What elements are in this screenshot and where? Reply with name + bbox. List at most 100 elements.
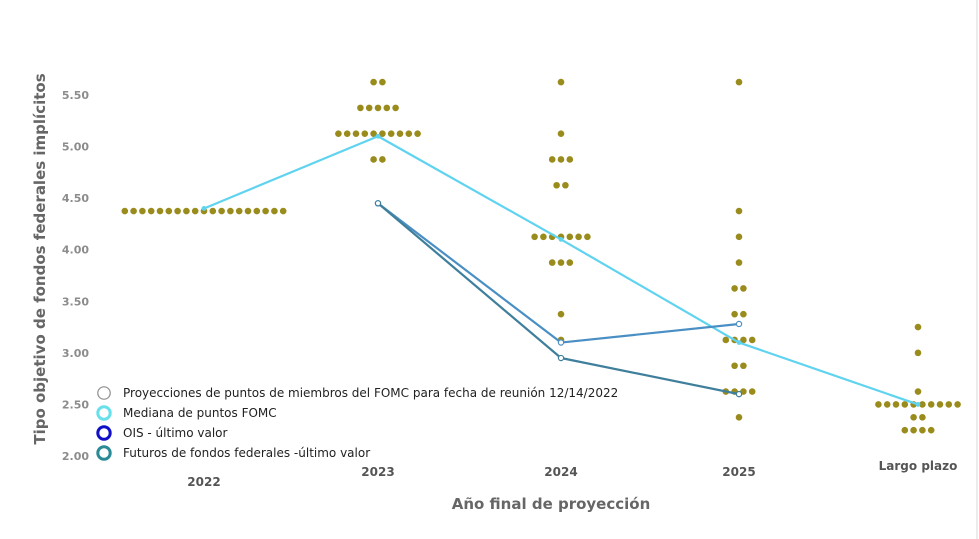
fomc-dot [575, 233, 582, 241]
fomc-dot [540, 233, 547, 241]
fomc-dot [379, 130, 386, 137]
series-lines [201, 133, 921, 407]
median-line-point [375, 133, 381, 139]
fomc-dot [901, 401, 909, 408]
x-axis-title: Año final de proyección [452, 495, 651, 513]
y-tick-label: 4.00 [62, 244, 89, 257]
fomc-dot [566, 259, 574, 266]
fomc-dot [740, 285, 747, 292]
y-tick-label: 2.00 [62, 450, 89, 463]
fomc-dot [919, 414, 926, 421]
ois-line [377, 202, 740, 344]
fomc-dot [748, 388, 756, 395]
fomc-dot [910, 426, 917, 434]
fomc-dot [731, 285, 738, 292]
ois-line-point [557, 339, 565, 346]
fomc-dot [566, 233, 574, 241]
fomc-dot [218, 207, 225, 215]
fomc-dot [936, 401, 944, 408]
fomc-dot [548, 156, 556, 163]
legend: Proyecciones de puntos de miembros del F… [96, 386, 618, 461]
legend-futures-label: Futuros de fondos federales -último valo… [123, 446, 370, 460]
futures-line-point [374, 200, 382, 207]
fomc-dot [405, 130, 413, 137]
legend-dots-icon [97, 386, 111, 400]
fomc-dot [174, 207, 181, 215]
fomc-dot [379, 78, 386, 86]
y-tick-label: 3.50 [62, 295, 89, 308]
median-line-point [736, 340, 742, 345]
fomc-dot [396, 130, 404, 137]
fomc-dot [875, 401, 882, 408]
fomc-dot [139, 207, 146, 215]
fomc-dot [165, 207, 173, 215]
fomc-dot [919, 426, 926, 434]
fomc-dot [945, 401, 953, 408]
fomc-dot [392, 104, 399, 112]
fomc-dot [731, 362, 738, 370]
y-tick-label: 3.00 [62, 347, 89, 360]
fomc-dot [548, 259, 556, 266]
futures-line-point [557, 354, 565, 362]
fomc-dot [147, 207, 155, 215]
fomc-dot [374, 104, 382, 112]
fomc-dot [892, 401, 900, 408]
y-axis-title: Tipo objetivo de fondos federales implíc… [31, 73, 49, 444]
fomc-dot [735, 233, 743, 241]
fomc-dot [735, 259, 743, 266]
y-axis-ticks: 2.00 2.50 3.00 3.50 4.00 4.50 5.00 5.50 [62, 89, 89, 463]
fomc-dot [357, 104, 364, 112]
legend-dots-label: Proyecciones de puntos de miembros del F… [123, 386, 618, 400]
x-tick-label: 2025 [722, 465, 755, 479]
fomc-dot [740, 336, 747, 344]
fomc-dot [352, 130, 360, 137]
fomc-dot [191, 207, 199, 215]
legend-median-label: Mediana de puntos FOMC [123, 406, 277, 420]
median-line-point [201, 206, 207, 211]
fomc-dot [553, 181, 560, 189]
fomc-dot [383, 104, 391, 112]
fomc-dot [370, 130, 377, 137]
fomc-dot [927, 426, 935, 434]
fomc-dot [557, 310, 565, 318]
legend-median-icon [96, 405, 112, 421]
fomc-dot [271, 207, 278, 215]
median-line-point [915, 402, 921, 407]
x-tick-label: 2022 [187, 475, 220, 489]
fomc-dot [279, 207, 287, 215]
fomc-dot [557, 130, 565, 137]
fomc-dot [387, 130, 395, 137]
fomc-dot [748, 336, 756, 344]
fomc-dot [343, 130, 351, 137]
fomc-dot [361, 130, 369, 137]
fomc-dot [156, 207, 164, 215]
fomc-dot [927, 401, 935, 408]
fomc-dot [253, 207, 261, 215]
legend-ois-icon [96, 425, 112, 441]
y-tick-label: 5.00 [62, 141, 89, 154]
x-tick-label: 2023 [361, 465, 394, 479]
futures-line [377, 202, 740, 396]
fomc-dot [557, 78, 565, 86]
median-line-point [558, 236, 564, 242]
fomc-dot [740, 310, 747, 318]
fomc-dot [130, 207, 137, 215]
fomc-dot [370, 78, 377, 86]
y-tick-label: 5.50 [62, 89, 89, 102]
fomc-dot [914, 349, 922, 357]
fomc-dot [731, 310, 738, 318]
legend-futures-icon [96, 445, 112, 461]
fomc-dot [883, 401, 891, 408]
ois-line-point [735, 320, 743, 328]
fomc-dot [235, 207, 243, 215]
futures-line-point [735, 390, 743, 398]
fomc-dot [262, 207, 269, 215]
fomc-dot [183, 207, 190, 215]
fomc-dot [365, 104, 373, 112]
fomc-dot [735, 414, 743, 421]
x-tick-label: Largo plazo [879, 459, 958, 473]
fomc-dot [370, 156, 377, 163]
fomc-dot [914, 388, 922, 395]
fomc-dot [566, 156, 574, 163]
